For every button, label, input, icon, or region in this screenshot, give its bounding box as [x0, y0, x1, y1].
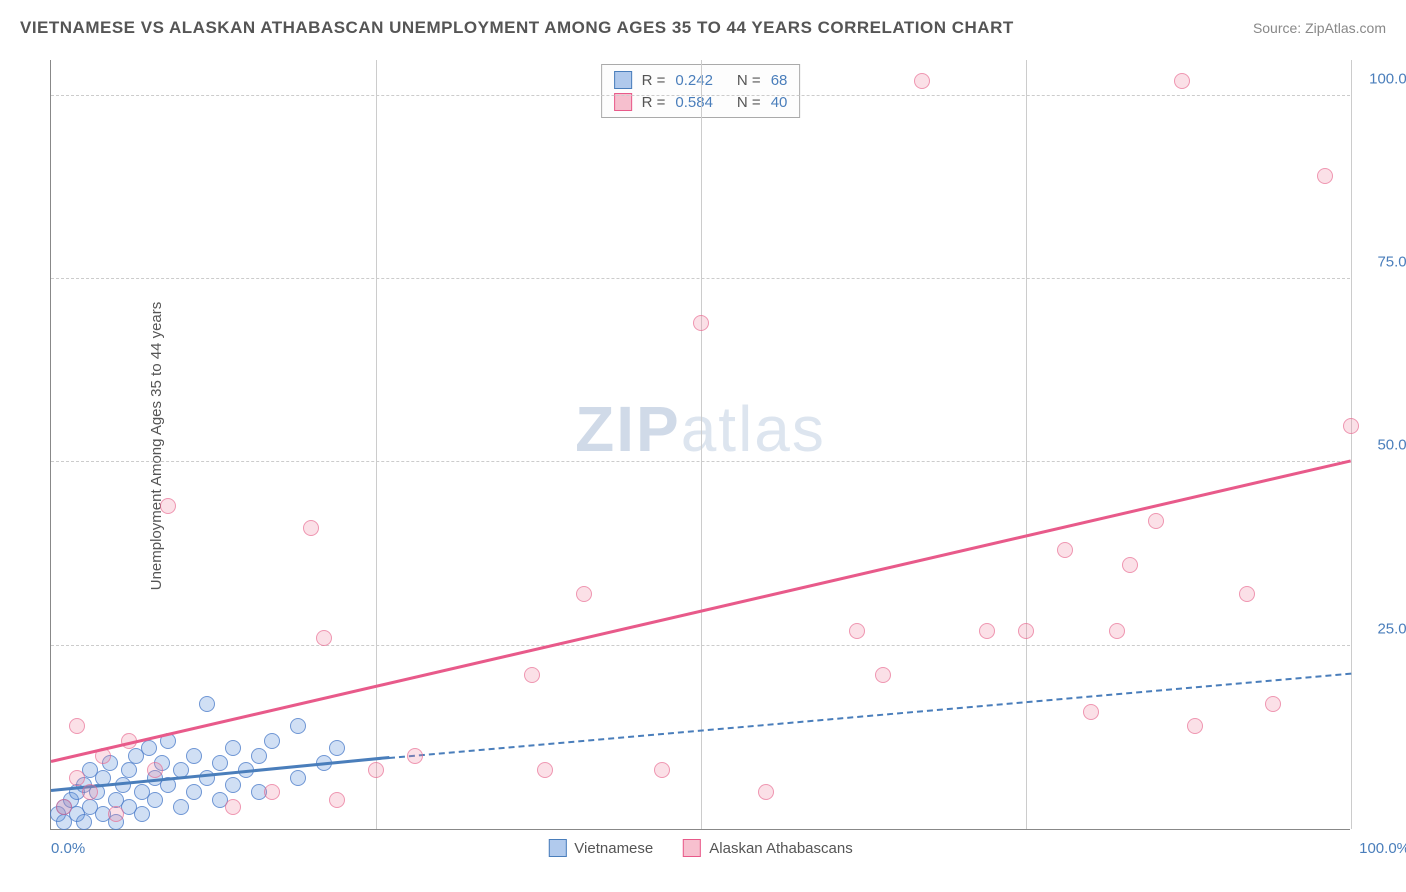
x-tick-label: 0.0%	[51, 840, 85, 857]
data-point	[654, 762, 670, 778]
data-point	[147, 792, 163, 808]
legend-label: Vietnamese	[574, 840, 653, 857]
data-point	[1083, 704, 1099, 720]
gridline-vertical	[1026, 60, 1027, 829]
data-point	[576, 586, 592, 602]
data-point	[225, 799, 241, 815]
gridline-vertical	[1351, 60, 1352, 829]
data-point	[329, 740, 345, 756]
data-point	[225, 740, 241, 756]
legend-item: Vietnamese	[548, 839, 653, 857]
data-point	[134, 806, 150, 822]
data-point	[1265, 696, 1281, 712]
data-point	[56, 799, 72, 815]
data-point	[1317, 168, 1333, 184]
data-point	[186, 748, 202, 764]
source-attribution: Source: ZipAtlas.com	[1253, 20, 1386, 36]
data-point	[1148, 513, 1164, 529]
legend-series: Vietnamese Alaskan Athabascans	[548, 839, 852, 857]
r-label: R =	[642, 72, 666, 89]
data-point	[290, 770, 306, 786]
trend-line	[389, 673, 1351, 759]
data-point	[316, 630, 332, 646]
r-value: 0.584	[675, 94, 713, 111]
data-point	[212, 755, 228, 771]
data-point	[141, 740, 157, 756]
data-point	[108, 806, 124, 822]
data-point	[251, 748, 267, 764]
n-label: N =	[737, 94, 761, 111]
data-point	[1187, 718, 1203, 734]
data-point	[82, 784, 98, 800]
data-point	[199, 770, 215, 786]
data-point	[147, 762, 163, 778]
data-point	[121, 762, 137, 778]
data-point	[69, 770, 85, 786]
data-point	[264, 784, 280, 800]
r-label: R =	[642, 94, 666, 111]
data-point	[264, 733, 280, 749]
x-tick-label: 100.0%	[1359, 840, 1406, 857]
n-value: 40	[771, 94, 788, 111]
data-point	[1018, 623, 1034, 639]
data-point	[407, 748, 423, 764]
y-tick-label: 25.0%	[1377, 620, 1406, 637]
data-point	[69, 718, 85, 734]
data-point	[693, 315, 709, 331]
legend-item: Alaskan Athabascans	[683, 839, 852, 857]
gridline-vertical	[701, 60, 702, 829]
data-point	[303, 520, 319, 536]
data-point	[199, 696, 215, 712]
n-label: N =	[737, 72, 761, 89]
data-point	[290, 718, 306, 734]
data-point	[1122, 557, 1138, 573]
data-point	[979, 623, 995, 639]
data-point	[173, 799, 189, 815]
data-point	[524, 667, 540, 683]
data-point	[1109, 623, 1125, 639]
legend-swatch	[614, 93, 632, 111]
data-point	[329, 792, 345, 808]
r-value: 0.242	[675, 72, 713, 89]
y-tick-label: 50.0%	[1377, 437, 1406, 454]
legend-swatch	[614, 71, 632, 89]
data-point	[537, 762, 553, 778]
data-point	[1174, 73, 1190, 89]
data-point	[160, 498, 176, 514]
data-point	[849, 623, 865, 639]
n-value: 68	[771, 72, 788, 89]
data-point	[225, 777, 241, 793]
data-point	[1239, 586, 1255, 602]
data-point	[1343, 418, 1359, 434]
legend-swatch	[683, 839, 701, 857]
legend-label: Alaskan Athabascans	[709, 840, 852, 857]
y-tick-label: 100.0%	[1369, 70, 1406, 87]
data-point	[875, 667, 891, 683]
chart-title: VIETNAMESE VS ALASKAN ATHABASCAN UNEMPLO…	[20, 18, 1014, 38]
legend-swatch	[548, 839, 566, 857]
data-point	[368, 762, 384, 778]
data-point	[186, 784, 202, 800]
plot-area: ZIPatlas R =0.242N =68R =0.584N =40 Viet…	[50, 60, 1350, 830]
data-point	[914, 73, 930, 89]
data-point	[76, 814, 92, 830]
gridline-vertical	[376, 60, 377, 829]
y-tick-label: 75.0%	[1377, 254, 1406, 271]
data-point	[1057, 542, 1073, 558]
data-point	[758, 784, 774, 800]
